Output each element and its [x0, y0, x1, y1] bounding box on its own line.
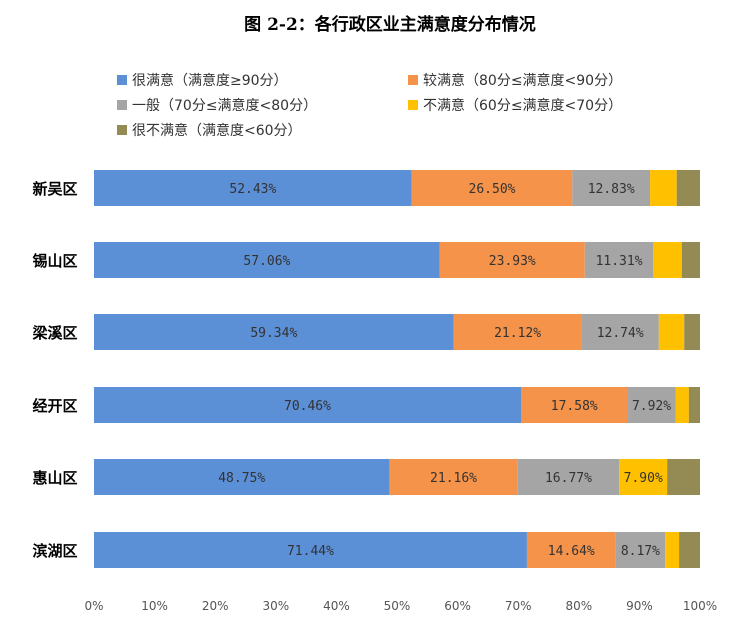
bar-segment [658, 314, 685, 350]
data-label: 70.46% [284, 399, 331, 414]
x-axis: 0% 10% 20% 30% 40% 50% 60% 70% 80% 90% 100% [84, 599, 717, 613]
legend-swatch [408, 75, 418, 85]
data-label: 8.17% [621, 544, 660, 559]
bar-segment [667, 459, 700, 495]
x-tick-label: 20% [202, 599, 229, 613]
data-label: 48.75% [218, 471, 265, 486]
category-label: 惠山区 [32, 469, 77, 487]
bar-segment [453, 314, 582, 350]
bar-segment [650, 170, 677, 206]
legend-label: 较满意（80分≤满意度<90分） [423, 72, 622, 89]
bar-segment [676, 170, 700, 206]
data-label: 16.77% [545, 471, 592, 486]
legend-swatch [117, 75, 127, 85]
data-label: 7.92% [632, 399, 671, 414]
chart-title: 图 2-2：各行政区业主满意度分布情况 [244, 14, 536, 35]
x-tick-label: 100% [683, 599, 717, 613]
category-label: 经开区 [32, 397, 77, 415]
data-label: 12.83% [588, 182, 635, 197]
bar-segment [526, 532, 616, 568]
legend-swatch [117, 125, 127, 135]
x-tick-label: 60% [444, 599, 471, 613]
bar-segment [94, 459, 390, 495]
data-label: 21.16% [430, 471, 477, 486]
x-tick-label: 70% [505, 599, 532, 613]
legend-swatch [408, 100, 418, 110]
bar-segment [581, 314, 659, 350]
legend-label: 不满意（60分≤满意度<70分） [423, 97, 622, 114]
x-tick-label: 90% [626, 599, 653, 613]
bar-segment [389, 459, 518, 495]
bar-segment [619, 459, 668, 495]
legend-label: 很满意（满意度≥90分） [132, 72, 288, 89]
bar-segment [675, 387, 689, 423]
bar-segment [681, 242, 700, 278]
bar-segment [517, 459, 620, 495]
data-label: 26.50% [469, 182, 516, 197]
bar-segment [572, 170, 651, 206]
data-label: 52.43% [229, 182, 276, 197]
data-label: 59.34% [250, 326, 297, 341]
x-tick-label: 40% [323, 599, 350, 613]
x-tick-label: 0% [84, 599, 103, 613]
bar-segment [688, 387, 700, 423]
bar-segment [94, 242, 440, 278]
bar-segment [439, 242, 585, 278]
bar-segment [665, 532, 680, 568]
category-label: 锡山区 [32, 252, 77, 270]
bars: 52.43% 26.50% 12.83% 57.06% 23.93% 11.31% 59.3… [94, 170, 700, 568]
data-label: 7.90% [624, 471, 663, 486]
bar-segment [411, 170, 573, 206]
data-label: 21.12% [494, 326, 541, 341]
legend-label: 一般（70分≤满意度<80分） [132, 97, 317, 114]
bar-segment [653, 242, 682, 278]
data-label: 11.31% [596, 254, 643, 269]
bar-segment [94, 314, 454, 350]
x-tick-label: 30% [262, 599, 289, 613]
bar-segment [520, 387, 628, 423]
data-label: 12.74% [597, 326, 644, 341]
category-label: 梁溪区 [31, 324, 77, 342]
data-label: 71.44% [287, 544, 334, 559]
bar-segment [94, 532, 527, 568]
data-label: 23.93% [489, 254, 536, 269]
bar-segment [615, 532, 666, 568]
legend: 很满意（满意度≥90分） 较满意（80分≤满意度<90分） 一般（70分≤满意度<8… [117, 72, 622, 139]
category-label: 新吴区 [32, 180, 77, 198]
bar-segment [94, 170, 412, 206]
bar-segment [627, 387, 676, 423]
category-label: 滨湖区 [32, 542, 77, 560]
x-tick-label: 10% [141, 599, 168, 613]
data-label: 17.58% [551, 399, 598, 414]
bar-segment [684, 314, 700, 350]
bar-segment [679, 532, 700, 568]
data-label: 57.06% [243, 254, 290, 269]
legend-label: 很不满意（满意度<60分） [132, 122, 302, 139]
x-tick-label: 80% [565, 599, 592, 613]
legend-swatch [117, 100, 127, 110]
x-tick-label: 50% [384, 599, 411, 613]
bar-segment [94, 387, 521, 423]
bar-segment [584, 242, 654, 278]
data-label: 14.64% [548, 544, 595, 559]
